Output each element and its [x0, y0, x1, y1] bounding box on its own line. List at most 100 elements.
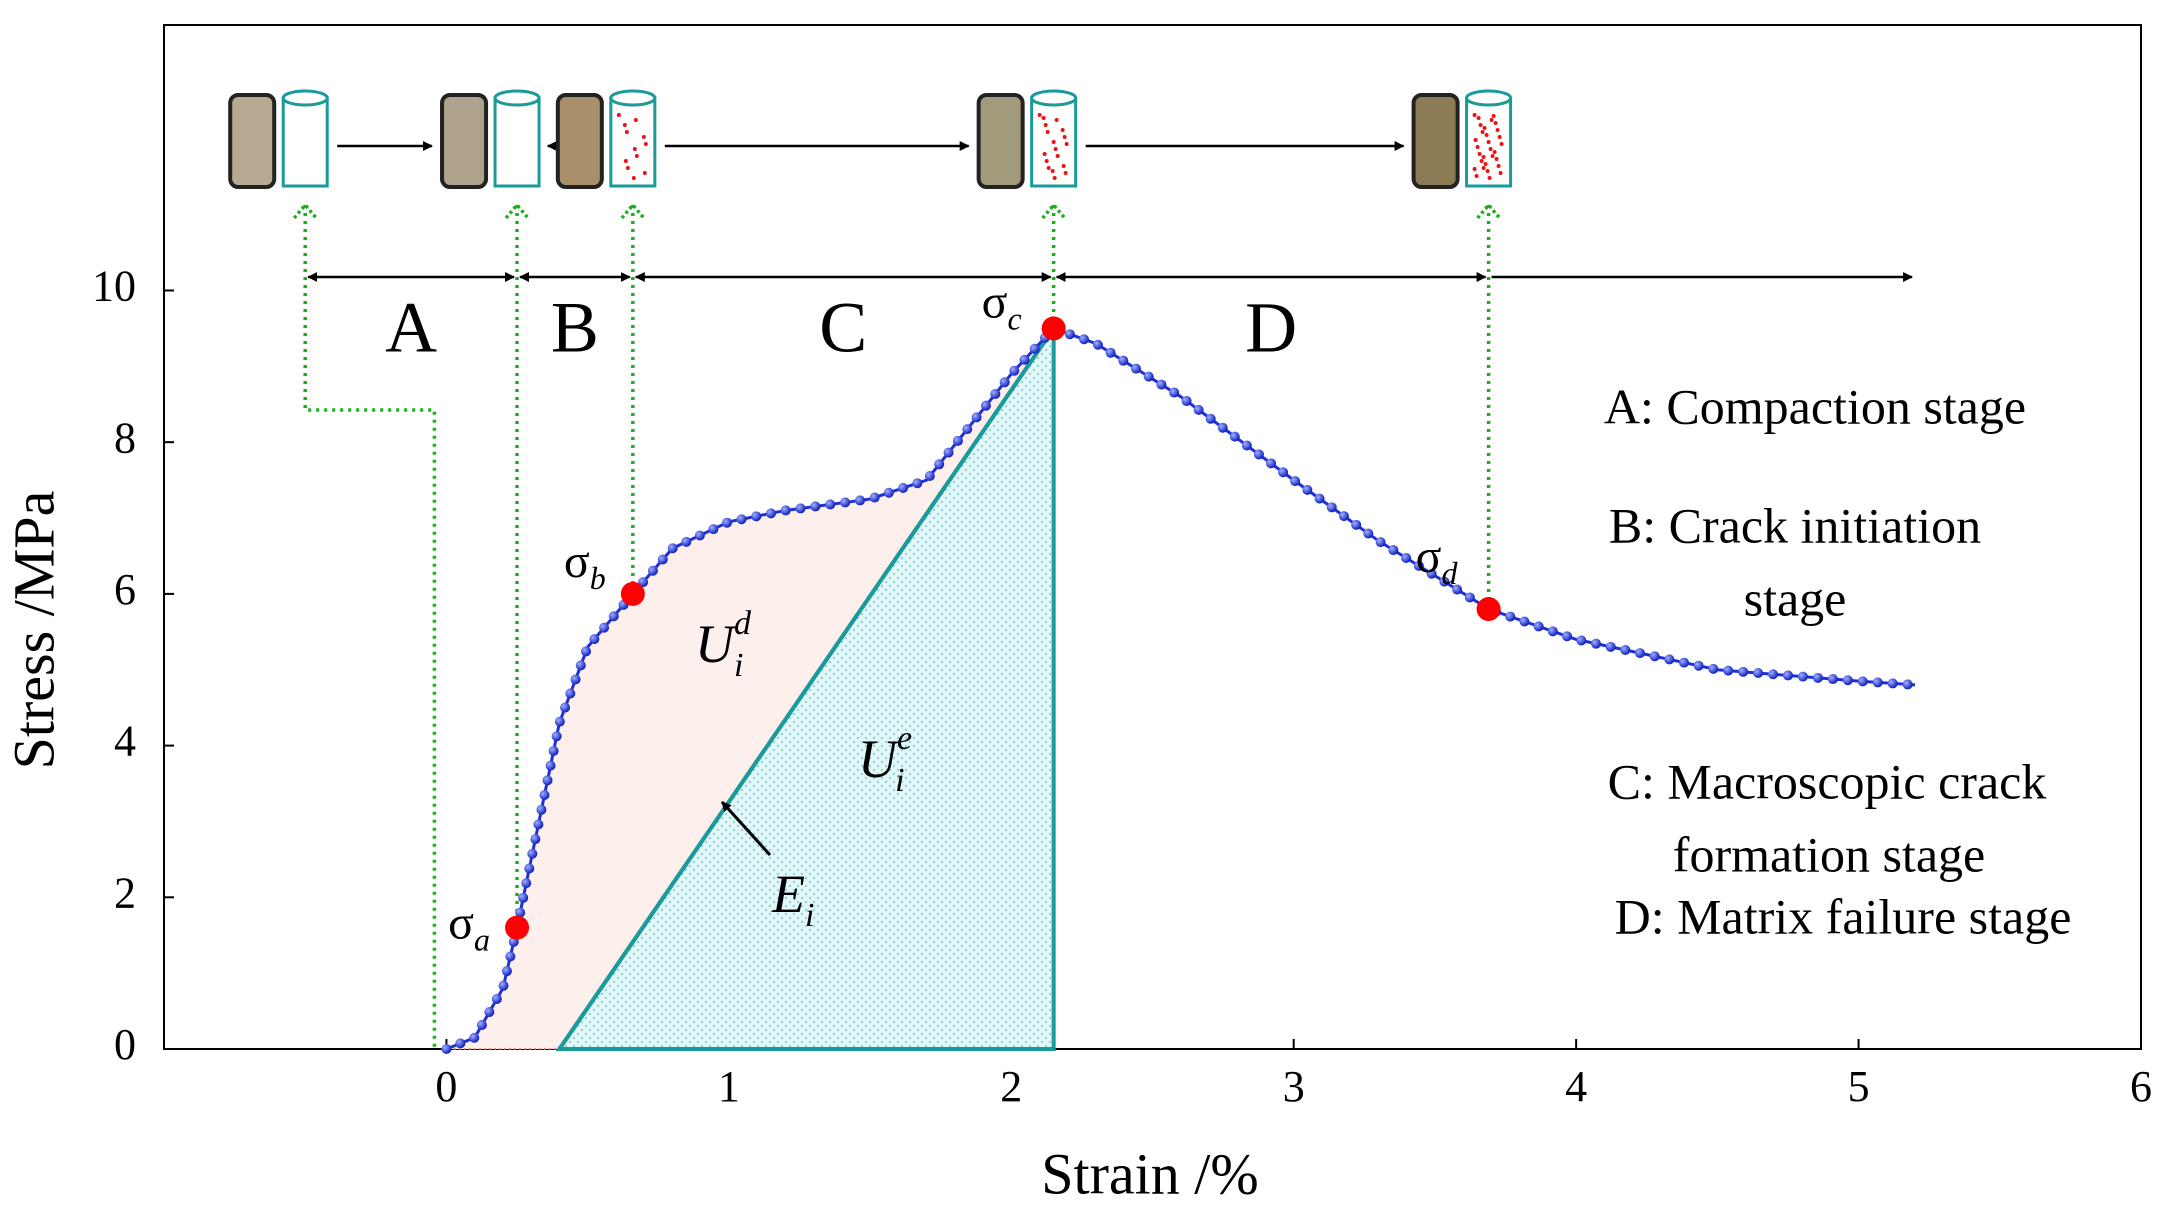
point-label-base: σ — [1416, 530, 1442, 583]
curve-bead — [1708, 663, 1719, 674]
curve-bead — [1620, 644, 1631, 655]
x-axis-title: Strain /% — [1041, 1141, 1258, 1206]
x-tick-label: 0 — [435, 1062, 457, 1111]
curve-bead — [1169, 387, 1180, 398]
point-label: σc — [982, 275, 1022, 336]
curve-bead — [575, 660, 586, 671]
curve-bead — [1338, 511, 1349, 522]
curve-bead — [1326, 502, 1337, 513]
curve-bead — [1290, 476, 1301, 487]
curve-bead — [469, 1032, 480, 1043]
crack-dot — [1494, 157, 1499, 161]
curve-bead — [883, 487, 894, 498]
curve-bead — [1205, 413, 1216, 424]
curve-bead — [1426, 568, 1437, 579]
x-tick-label: 4 — [1565, 1062, 1587, 1111]
curve-bead — [1797, 671, 1808, 682]
specimen — [555, 89, 657, 189]
x-tick-label: 1 — [718, 1062, 740, 1111]
key-point — [1041, 316, 1066, 341]
curve-bead — [825, 499, 836, 510]
specimen — [228, 89, 329, 189]
specimen-photo — [976, 93, 1025, 189]
crack-dot — [1480, 130, 1485, 134]
curve-bead — [501, 966, 512, 977]
point-label-sub: c — [1007, 301, 1021, 337]
curve-bead — [1131, 363, 1142, 374]
crack-dot — [1472, 167, 1477, 171]
point-label-sub: b — [590, 560, 606, 596]
curve-bead — [1693, 660, 1704, 671]
curve-bead — [570, 674, 581, 685]
specimen — [976, 89, 1078, 189]
crack-dot — [1499, 142, 1504, 146]
crack-dot — [1497, 135, 1502, 139]
curve-bead — [1547, 626, 1558, 637]
point-label: σd — [1416, 530, 1459, 591]
guide-arrowhead — [1476, 202, 1501, 220]
crack-dot — [1037, 113, 1042, 117]
plot-frame — [163, 24, 2142, 1050]
stage-label: A — [385, 288, 437, 368]
key-point — [620, 581, 645, 606]
crack-dot — [1046, 166, 1051, 170]
crack-dot — [1490, 154, 1495, 158]
crack-dot — [1050, 169, 1055, 173]
crack-dot — [1486, 140, 1491, 144]
x-tick-label: 5 — [1848, 1062, 1870, 1111]
stage-description: A: Compaction stage — [1604, 378, 2026, 434]
curve-bead — [554, 716, 565, 727]
guide-arrowhead — [292, 202, 318, 220]
curve-bead — [1105, 347, 1116, 358]
crack-dot — [1487, 176, 1492, 180]
curve-bead — [657, 554, 668, 565]
crack-dot — [1477, 152, 1482, 156]
curve-bead — [1464, 592, 1475, 603]
curve-bead — [952, 435, 963, 446]
curve-bead — [708, 524, 719, 535]
energy-label: Ue i — [858, 720, 912, 799]
curve-bead — [999, 377, 1010, 388]
curve-bead — [1064, 329, 1075, 340]
crack-dot — [1484, 133, 1489, 137]
curve-bead — [484, 1006, 495, 1017]
crack-dot — [624, 130, 629, 134]
curve-bead — [533, 819, 544, 830]
curve-bead — [934, 459, 945, 470]
curve-bead — [530, 834, 541, 845]
curve-bead — [1590, 638, 1601, 649]
crack-dot — [1482, 126, 1487, 130]
curve-bead — [1634, 648, 1645, 659]
curve-bead — [498, 980, 509, 991]
curve-bead — [521, 878, 532, 889]
crack-dot — [1495, 128, 1500, 132]
elastic-modulus-line — [557, 327, 1056, 1051]
curve-bead — [1664, 654, 1675, 665]
curve-bead — [1857, 676, 1868, 687]
label-sub: i — [895, 762, 904, 799]
energy-label: Ud i — [695, 605, 752, 684]
curve-bead — [869, 492, 880, 503]
curve-bead — [1827, 674, 1838, 685]
point-label: σa — [448, 897, 490, 958]
curve-bead — [1413, 560, 1424, 571]
curve-bead — [551, 731, 562, 742]
crack-dot — [1473, 138, 1478, 142]
curve-bead — [515, 907, 526, 918]
crack-dot — [1476, 116, 1481, 120]
curve-bead — [524, 863, 535, 874]
crack-dot — [1472, 113, 1477, 117]
y-axis-title: Stress /MPa — [1, 491, 66, 770]
stage-label: D — [1245, 288, 1297, 368]
crack-dot — [1481, 166, 1486, 170]
stage-description: stage — [1744, 570, 1847, 626]
stage-description: formation stage — [1673, 826, 1985, 882]
crack-dot — [632, 147, 637, 151]
y-tick-label: 2 — [114, 868, 136, 917]
stage-label: B — [551, 288, 599, 368]
crack-dot — [1043, 123, 1048, 127]
curve-bead — [736, 514, 747, 525]
cylinder-top — [1465, 89, 1513, 107]
curve-bead — [1872, 677, 1883, 688]
curve-bead — [810, 501, 821, 512]
